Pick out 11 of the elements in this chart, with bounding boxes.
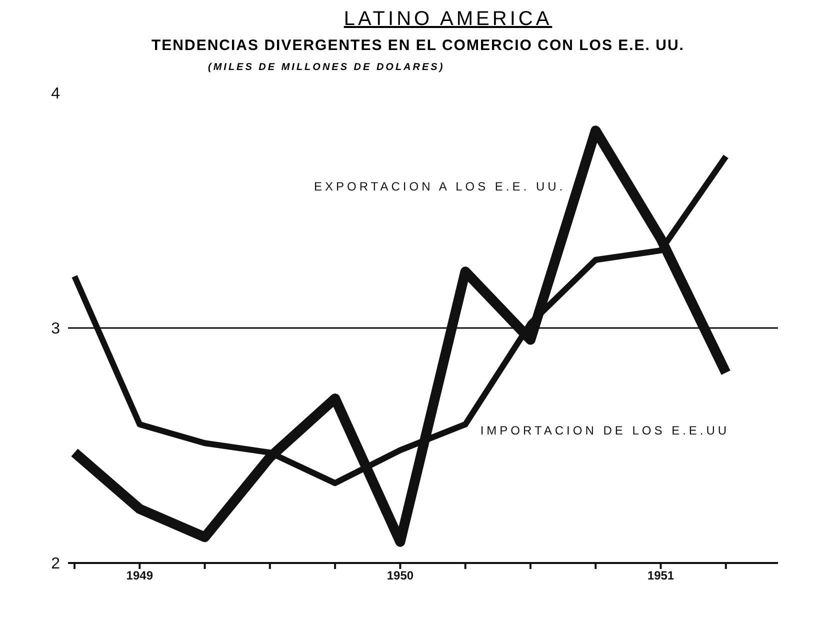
series-label: EXPORTACION A LOS E.E. UU. <box>314 180 566 194</box>
series-label: IMPORTACION DE LOS E.E.UU <box>480 423 730 438</box>
y-tick-label: 4 <box>51 86 60 103</box>
text: (MILES DE MILLONES DE DOLARES) <box>208 62 446 73</box>
chart-title: LATINO AMERICA <box>342 8 554 31</box>
x-tick-label: 1950 <box>386 568 414 583</box>
x-tick-label: 1951 <box>647 568 674 583</box>
y-tick-label: 3 <box>51 320 60 338</box>
chart-subtitle: TENDENCIAS DIVERGENTES EN EL COMERCIO CON LOS E.E. UU. <box>150 37 686 54</box>
x-tick-label: 1949 <box>126 568 154 583</box>
y-tick-label: 2 <box>51 556 60 573</box>
